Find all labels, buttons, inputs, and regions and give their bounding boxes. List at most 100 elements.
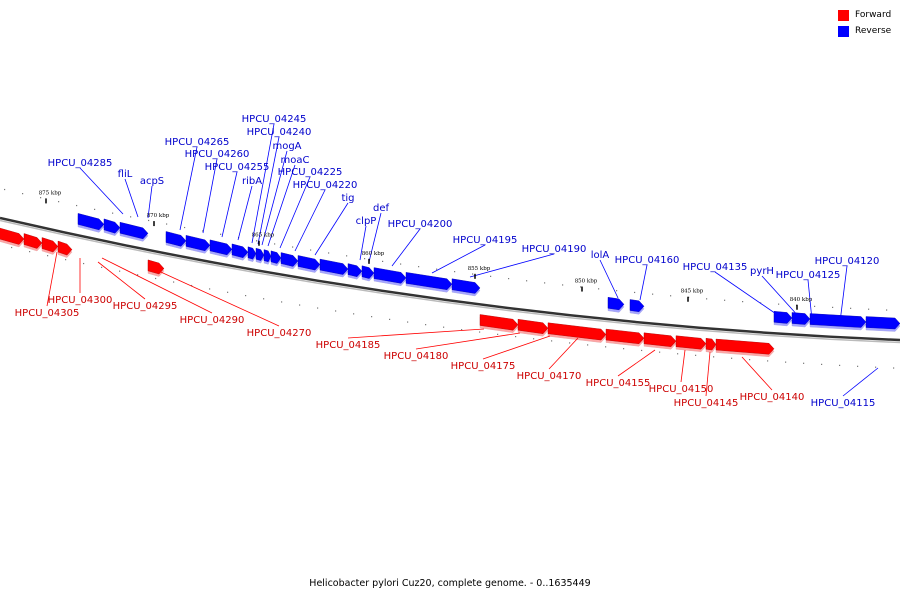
gene-HPCU_04305[interactable] — [0, 227, 25, 248]
gene-label-HPCU_04125[interactable]: HPCU_04125 — [776, 270, 841, 281]
gene-label-HPCU_04170[interactable]: HPCU_04170 — [517, 371, 582, 382]
gene-fliL[interactable] — [103, 218, 121, 236]
gene-HPCU_04120[interactable] — [865, 316, 900, 332]
gene-label-HPCU_04185[interactable]: HPCU_04185 — [316, 340, 381, 351]
legend: Forward Reverse — [838, 8, 891, 40]
gene-HPCU_04200[interactable] — [373, 267, 407, 287]
gene-label-mogA[interactable]: mogA — [272, 141, 301, 152]
leader-HPCU_04195 — [431, 244, 486, 274]
gene-HPCU_04180[interactable] — [517, 318, 549, 337]
gene-label-HPCU_04145[interactable]: HPCU_04145 — [674, 398, 739, 409]
gene-label-HPCU_04200[interactable]: HPCU_04200 — [388, 219, 453, 230]
gene-label-HPCU_04285[interactable]: HPCU_04285 — [48, 158, 113, 169]
leader-HPCU_04120 — [839, 265, 848, 323]
leader-acpS — [147, 185, 153, 219]
gene-label-def[interactable]: def — [373, 203, 390, 214]
gene-HPCU_04175[interactable] — [547, 322, 607, 343]
gene-HPCU_04135[interactable] — [773, 311, 793, 327]
leader-HPCU_04140 — [741, 356, 773, 391]
gene-HPCU_04125[interactable] — [809, 313, 867, 331]
gene-HPCU_04300[interactable] — [23, 233, 43, 252]
gene-mogA[interactable] — [263, 249, 272, 265]
gene-label-HPCU_04190[interactable]: HPCU_04190 — [522, 244, 587, 255]
gene-HPCU_04255[interactable] — [209, 239, 233, 258]
gene-label-HPCU_04135[interactable]: HPCU_04135 — [683, 262, 748, 273]
genome-backbone — [0, 216, 900, 342]
gene-label-HPCU_04255[interactable]: HPCU_04255 — [205, 162, 270, 173]
reverse-swatch — [838, 25, 849, 37]
gene-label-moaC[interactable]: moaC — [281, 155, 310, 166]
gene-HPCU_04160[interactable] — [629, 299, 645, 315]
gene-HPCU_04190[interactable] — [451, 278, 481, 297]
gene-label-HPCU_04305[interactable]: HPCU_04305 — [15, 308, 80, 319]
gene-label-HPCU_04290[interactable]: HPCU_04290 — [180, 315, 245, 326]
gene-pyrH[interactable] — [791, 312, 811, 328]
gene-moaC[interactable] — [270, 250, 282, 267]
gene-lolA[interactable] — [607, 297, 625, 313]
leader-HPCU_04185 — [347, 328, 485, 339]
leader-HPCU_04295 — [97, 261, 146, 300]
legend-forward: Forward — [838, 8, 891, 22]
gene-label-HPCU_04270[interactable]: HPCU_04270 — [247, 328, 312, 339]
gene-HPCU_04225[interactable] — [280, 252, 299, 270]
gene-label-fliL[interactable]: fliL — [118, 169, 133, 180]
gene-HPCU_04220[interactable] — [297, 255, 321, 273]
gene-label-ribA[interactable]: ribA — [242, 176, 262, 187]
gene-HPCU_04145[interactable] — [705, 338, 717, 353]
tick-label: 855 kbp — [468, 266, 491, 272]
gene-label-HPCU_04120[interactable]: HPCU_04120 — [815, 256, 880, 267]
gene-label-pyrH[interactable]: pyrH — [750, 266, 774, 277]
gene-acpS[interactable] — [119, 221, 149, 242]
gene-label-HPCU_04220[interactable]: HPCU_04220 — [293, 180, 358, 191]
gene-HPCU_04295[interactable] — [41, 237, 59, 255]
gene-label-HPCU_04300[interactable]: HPCU_04300 — [48, 295, 113, 306]
gene-HPCU_04240[interactable] — [255, 247, 265, 264]
leader-HPCU_04245 — [251, 123, 275, 244]
gene-HPCU_04195[interactable] — [405, 272, 453, 293]
gene-label-HPCU_04180[interactable]: HPCU_04180 — [384, 351, 449, 362]
gene-label-acpS[interactable]: acpS — [140, 176, 164, 187]
gene-label-HPCU_04240[interactable]: HPCU_04240 — [247, 127, 312, 138]
gene-label-HPCU_04195[interactable]: HPCU_04195 — [453, 235, 518, 246]
gene-label-HPCU_04225[interactable]: HPCU_04225 — [278, 167, 343, 178]
leader-tig — [314, 202, 349, 256]
gene-label-HPCU_04175[interactable]: HPCU_04175 — [451, 361, 516, 372]
gene-HPCU_04185[interactable] — [479, 314, 519, 333]
gene-label-HPCU_04150[interactable]: HPCU_04150 — [649, 384, 714, 395]
leader-HPCU_04145 — [705, 351, 711, 397]
gene-def[interactable] — [361, 265, 375, 282]
tick-label: 875 kbp — [39, 190, 62, 196]
gene-HPCU_04260[interactable] — [185, 235, 211, 254]
gene-HPCU_04150[interactable] — [675, 335, 707, 352]
leader-HPCU_04190 — [469, 253, 555, 278]
leader-ribA — [237, 185, 253, 241]
gene-label-HPCU_04155[interactable]: HPCU_04155 — [586, 378, 651, 389]
gene-clpP[interactable] — [347, 263, 363, 280]
leader-HPCU_04170 — [548, 337, 579, 370]
gene-HPCU_04265[interactable] — [165, 231, 187, 250]
gene-label-HPCU_04295[interactable]: HPCU_04295 — [113, 301, 178, 312]
leader-HPCU_04125 — [807, 279, 813, 321]
gene-label-HPCU_04140[interactable]: HPCU_04140 — [740, 392, 805, 403]
gene-label-tig[interactable]: tig — [341, 193, 354, 204]
gene-label-lolA[interactable]: lolA — [591, 250, 610, 261]
leader-HPCU_04160 — [639, 264, 648, 301]
leader-def — [368, 212, 382, 263]
gene-HPCU_04270[interactable] — [147, 259, 165, 277]
gene-tig[interactable] — [319, 258, 349, 278]
gene-HPCU_04285[interactable] — [77, 213, 105, 233]
gene-HPCU_04155[interactable] — [643, 332, 677, 350]
gene-HPCU_04245[interactable] — [247, 246, 257, 262]
leader-HPCU_04290 — [101, 257, 213, 314]
gene-label-HPCU_04245[interactable]: HPCU_04245 — [242, 114, 307, 125]
gene-label-HPCU_04115[interactable]: HPCU_04115 — [811, 398, 876, 409]
gene-HPCU_04140[interactable] — [715, 338, 775, 357]
gene-HPCU_04290[interactable] — [57, 240, 73, 258]
gene-label-HPCU_04260[interactable]: HPCU_04260 — [185, 149, 250, 160]
gene-label-HPCU_04265[interactable]: HPCU_04265 — [165, 137, 230, 148]
gene-label-HPCU_04160[interactable]: HPCU_04160 — [615, 255, 680, 266]
gene-ribA[interactable] — [231, 243, 249, 261]
gene-label-clpP[interactable]: clpP — [356, 216, 377, 227]
gene-HPCU_04170[interactable] — [605, 328, 645, 347]
